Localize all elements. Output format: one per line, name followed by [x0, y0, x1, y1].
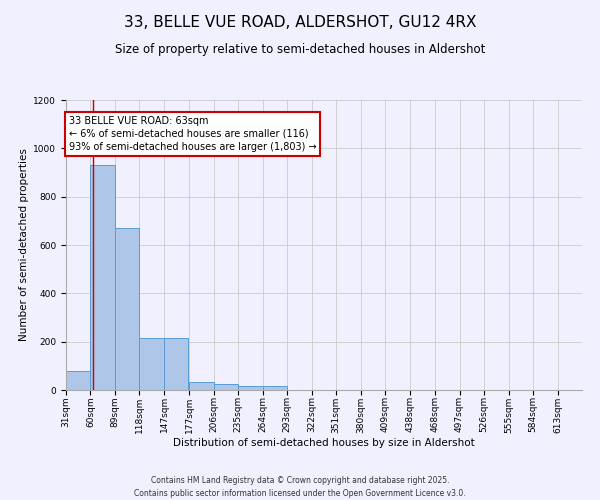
Bar — [189, 382, 214, 390]
Text: Contains HM Land Registry data © Crown copyright and database right 2025.
Contai: Contains HM Land Registry data © Crown c… — [134, 476, 466, 498]
Y-axis label: Number of semi-detached properties: Number of semi-detached properties — [19, 148, 29, 342]
Bar — [115, 228, 139, 390]
X-axis label: Distribution of semi-detached houses by size in Aldershot: Distribution of semi-detached houses by … — [173, 438, 475, 448]
Bar — [263, 386, 287, 390]
Text: 33 BELLE VUE ROAD: 63sqm
← 6% of semi-detached houses are smaller (116)
93% of s: 33 BELLE VUE ROAD: 63sqm ← 6% of semi-de… — [68, 116, 316, 152]
Bar — [214, 384, 238, 390]
Bar — [139, 338, 164, 390]
Bar — [238, 386, 263, 390]
Bar — [91, 165, 115, 390]
Text: Size of property relative to semi-detached houses in Aldershot: Size of property relative to semi-detach… — [115, 42, 485, 56]
Text: 33, BELLE VUE ROAD, ALDERSHOT, GU12 4RX: 33, BELLE VUE ROAD, ALDERSHOT, GU12 4RX — [124, 15, 476, 30]
Bar — [164, 338, 188, 390]
Bar — [66, 370, 91, 390]
